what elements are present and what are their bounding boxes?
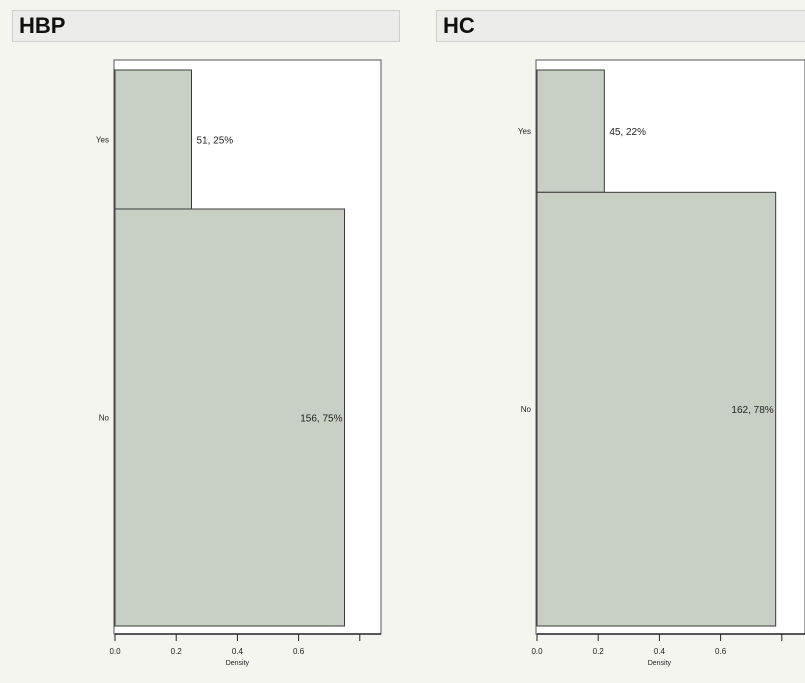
chart-hc: Yes 45, 22% No 162, 78% 0.0 0.2 0.4 0.6 Density — [518, 59, 805, 667]
panel-title-hbp: HBP — [19, 13, 66, 38]
x-tick-label-hc: 0.0 — [531, 647, 543, 656]
data-label-hbp: 156, 75% — [300, 414, 342, 425]
x-tick-label-hbp: 0.6 — [293, 647, 305, 656]
x-tick-label-hbp: 0.0 — [109, 647, 121, 656]
bar-yes-hbp — [114, 69, 192, 210]
bar-yes-hc — [536, 69, 605, 193]
bar-no-hbp — [114, 208, 345, 627]
panel-header-hc: HC — [436, 10, 805, 42]
x-tick-label-hc: 0.6 — [715, 647, 727, 656]
x-tick-label-hc: 0.4 — [654, 647, 666, 656]
data-label-hbp: 51, 25% — [197, 136, 234, 147]
category-label-hbp: Yes — [96, 136, 109, 145]
data-label-hc: 45, 22% — [609, 127, 646, 138]
data-label-hc: 162, 78% — [731, 405, 773, 416]
category-label-hc: Yes — [518, 127, 531, 136]
bar-no-hc — [536, 191, 777, 627]
chart-hbp: Yes 51, 25% No 156, 75% 0.0 0.2 0.4 0.6 Density — [96, 59, 382, 667]
x-axis-title-hc: Density — [648, 660, 672, 667]
x-tick-label-hbp: 0.4 — [232, 647, 244, 656]
x-tick-label-hbp: 0.2 — [171, 647, 183, 656]
x-axis-title-hbp: Density — [226, 660, 250, 667]
panel-header-hbp: HBP — [12, 10, 400, 42]
x-tick-label-hc: 0.2 — [593, 647, 605, 656]
category-label-hbp: No — [99, 414, 110, 423]
category-label-hc: No — [521, 405, 532, 414]
panel-title-hc: HC — [443, 13, 475, 38]
